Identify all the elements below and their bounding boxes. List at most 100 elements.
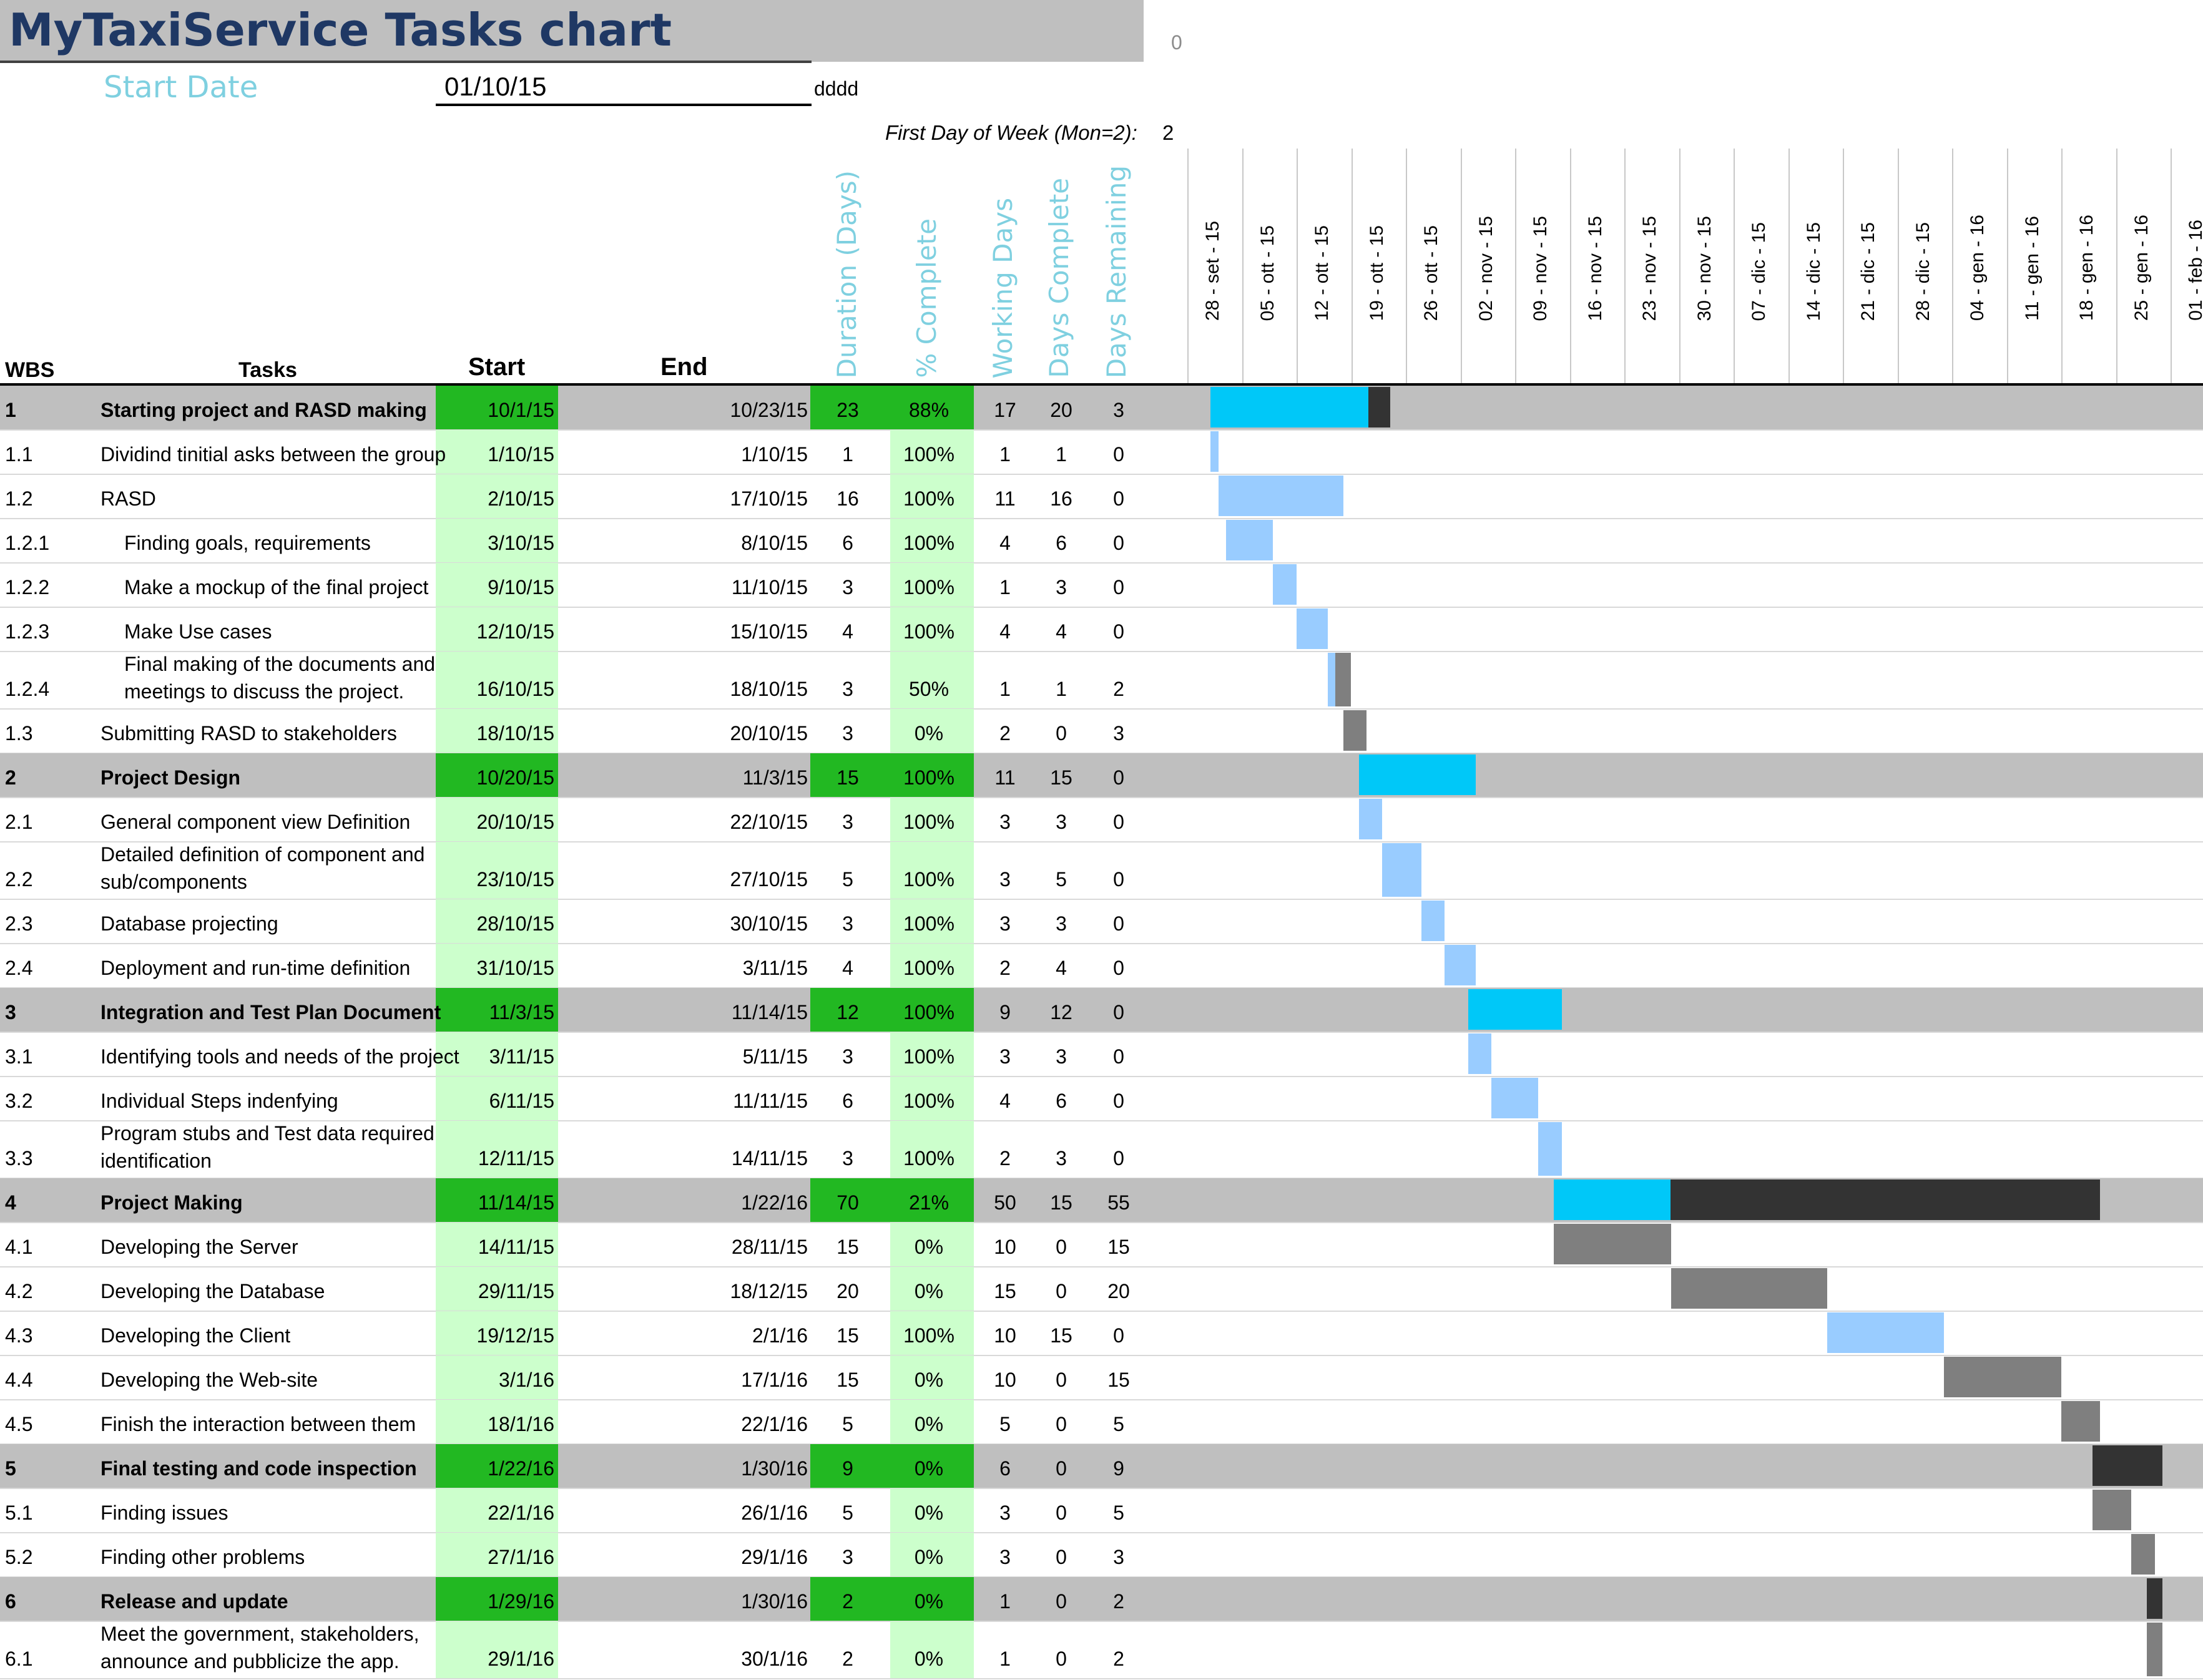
gantt-bar-complete[interactable] — [1491, 1078, 1538, 1118]
wbs-cell[interactable]: 1.2 — [5, 487, 33, 510]
wbs-cell[interactable]: 1.2.1 — [5, 532, 50, 554]
end-cell[interactable]: 11/11/15 — [733, 1090, 808, 1112]
table-row[interactable]: 4.2 Developing the Database 29/11/15 18/12/… — [0, 1267, 2203, 1311]
task-name-cell[interactable]: Developing the Server — [101, 1236, 298, 1258]
wbs-cell[interactable]: 6 — [5, 1590, 16, 1613]
table-row[interactable]: 4.3 Developing the Client 19/12/15 2/1/16 15… — [0, 1311, 2203, 1355]
wbs-cell[interactable]: 2.3 — [5, 912, 33, 935]
end-cell[interactable]: 20/10/15 — [730, 722, 808, 745]
task-name-cell[interactable]: identification — [101, 1150, 212, 1172]
gantt-bar-remaining[interactable] — [1343, 710, 1366, 751]
task-name-cell[interactable]: Finish the interaction between them — [101, 1413, 416, 1435]
end-cell[interactable]: 30/10/15 — [730, 912, 808, 935]
task-name-cell[interactable]: Developing the Web-site — [101, 1369, 318, 1391]
date-format-cell[interactable]: dddd — [814, 77, 859, 100]
end-cell[interactable]: 5/11/15 — [742, 1045, 808, 1068]
wbs-cell[interactable]: 5 — [5, 1457, 16, 1480]
task-name-cell[interactable]: sub/components — [101, 871, 247, 893]
start-cell[interactable]: 11/14/15 — [478, 1191, 554, 1214]
table-row[interactable]: 6.1 Meet the government, stakeholders, ann… — [0, 1621, 2203, 1679]
task-name-cell[interactable]: Project Making — [101, 1191, 243, 1214]
start-cell[interactable]: 12/10/15 — [476, 620, 554, 643]
end-cell[interactable]: 15/10/15 — [730, 620, 808, 643]
summary-row[interactable]: 5 Final testing and code inspection 1/22/1… — [0, 1444, 2203, 1488]
end-cell[interactable]: 11/14/15 — [731, 1001, 808, 1023]
task-name-cell[interactable]: Finding goals, requirements — [124, 532, 371, 554]
gantt-bar-complete[interactable] — [1538, 1122, 1562, 1176]
end-cell[interactable]: 1/30/16 — [741, 1457, 808, 1480]
end-cell[interactable]: 29/1/16 — [741, 1546, 808, 1568]
wbs-cell[interactable]: 6.1 — [5, 1648, 33, 1670]
start-cell[interactable]: 1/29/16 — [488, 1590, 554, 1613]
task-name-cell[interactable]: Individual Steps indenfying — [101, 1090, 338, 1112]
end-cell[interactable]: 30/1/16 — [741, 1648, 808, 1670]
gantt-bar-remaining[interactable] — [1335, 653, 1351, 706]
start-cell[interactable]: 22/1/16 — [488, 1502, 554, 1524]
gantt-bar-complete[interactable] — [1273, 564, 1297, 605]
table-row[interactable]: 2.1 General component view Definition 20/1… — [0, 798, 2203, 842]
wbs-cell[interactable]: 4.3 — [5, 1324, 33, 1347]
wbs-cell[interactable]: 1.3 — [5, 722, 33, 745]
gantt-bar-complete[interactable] — [1468, 989, 1562, 1030]
summary-row[interactable]: 4 Project Making 11/14/15 1/22/16 70 21% 50 15 5… — [0, 1178, 2203, 1223]
gantt-bar-complete[interactable] — [1327, 653, 1335, 706]
wbs-cell[interactable]: 4.4 — [5, 1369, 33, 1391]
task-name-cell[interactable]: Project Design — [101, 766, 241, 789]
start-cell[interactable]: 1/22/16 — [488, 1457, 554, 1480]
table-row[interactable]: 1.1 Dividind tinitial asks between the gr… — [0, 430, 2203, 474]
gantt-bar-remaining[interactable] — [2061, 1401, 2100, 1442]
gantt-bar-remaining[interactable] — [1671, 1179, 2100, 1220]
gantt-bar-remaining[interactable] — [2147, 1623, 2162, 1676]
task-name-cell[interactable]: General component view Definition — [101, 811, 411, 833]
task-name-cell[interactable]: Developing the Database — [101, 1280, 325, 1302]
task-name-cell[interactable]: Finding other problems — [101, 1546, 305, 1568]
end-cell[interactable]: 1/30/16 — [741, 1590, 808, 1613]
task-name-cell[interactable]: announce and pubblicize the app. — [101, 1650, 400, 1673]
gantt-bar-remaining[interactable] — [1944, 1357, 2061, 1397]
table-row[interactable]: 1.2.1 Finding goals, requirements 3/10/15 8… — [0, 519, 2203, 563]
wbs-cell[interactable]: 3.1 — [5, 1045, 33, 1068]
start-cell[interactable]: 18/1/16 — [488, 1413, 554, 1435]
end-cell[interactable]: 22/10/15 — [730, 811, 808, 833]
start-cell[interactable]: 11/3/15 — [489, 1001, 554, 1023]
end-cell[interactable]: 18/12/15 — [730, 1280, 808, 1302]
gantt-bar-complete[interactable] — [1358, 799, 1382, 839]
start-cell[interactable]: 31/10/15 — [476, 957, 554, 979]
wbs-cell[interactable]: 4.5 — [5, 1413, 33, 1435]
table-row[interactable]: 2.3 Database projecting 28/10/15 30/10/15 3 1… — [0, 899, 2203, 944]
gantt-bar-remaining[interactable] — [2092, 1445, 2162, 1486]
start-cell[interactable]: 9/10/15 — [488, 576, 554, 598]
table-row[interactable]: 5.2 Finding other problems 27/1/16 29/1/16 3… — [0, 1533, 2203, 1577]
start-cell[interactable]: 2/10/15 — [488, 487, 554, 510]
end-cell[interactable]: 26/1/16 — [741, 1502, 808, 1524]
gantt-bar-remaining[interactable] — [2131, 1534, 2155, 1575]
gantt-bar-complete[interactable] — [1296, 608, 1328, 649]
start-cell[interactable]: 10/20/15 — [476, 766, 554, 789]
task-name-cell[interactable]: Integration and Test Plan Document — [101, 1001, 441, 1023]
task-name-cell[interactable]: Make a mockup of the final project — [124, 576, 429, 598]
start-cell[interactable]: 3/10/15 — [488, 532, 554, 554]
start-cell[interactable]: 19/12/15 — [476, 1324, 554, 1347]
task-name-cell[interactable]: Starting project and RASD making — [101, 399, 427, 421]
task-name-cell[interactable]: Developing the Client — [101, 1324, 291, 1347]
end-cell[interactable]: 10/23/15 — [730, 399, 808, 421]
end-cell[interactable]: 11/3/15 — [742, 766, 808, 789]
task-name-cell[interactable]: Finding issues — [101, 1502, 228, 1524]
wbs-cell[interactable]: 2.2 — [5, 868, 33, 891]
gantt-bar-complete[interactable] — [1218, 476, 1343, 516]
table-row[interactable]: 1.2.4 Final making of the documents and me… — [0, 652, 2203, 709]
end-cell[interactable]: 1/22/16 — [741, 1191, 808, 1214]
wbs-cell[interactable]: 1.1 — [5, 443, 33, 466]
gantt-bar-remaining[interactable] — [1554, 1224, 1671, 1264]
first-day-of-week-value[interactable]: 2 — [1162, 121, 1174, 144]
table-row[interactable]: 4.1 Developing the Server 14/11/15 28/11/15… — [0, 1223, 2203, 1267]
summary-row[interactable]: 1 Starting project and RASD making 10/1/15… — [0, 386, 2203, 430]
table-row[interactable]: 4.5 Finish the interaction between them 18… — [0, 1400, 2203, 1444]
end-cell[interactable]: 1/10/15 — [741, 443, 808, 466]
task-name-cell[interactable]: Release and update — [101, 1590, 288, 1613]
end-cell[interactable]: 17/10/15 — [730, 487, 808, 510]
wbs-cell[interactable]: 2 — [5, 766, 16, 789]
task-name-cell[interactable]: Detailed definition of component and — [101, 843, 425, 866]
gantt-bar-complete[interactable] — [1554, 1179, 1671, 1220]
start-cell[interactable]: 20/10/15 — [476, 811, 554, 833]
